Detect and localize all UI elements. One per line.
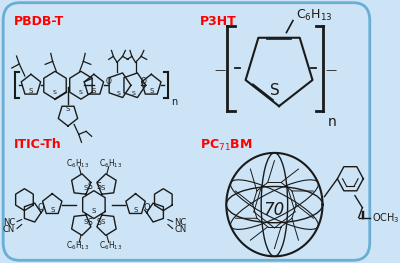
Text: S: S xyxy=(149,88,154,94)
Text: CN: CN xyxy=(174,225,187,234)
Text: CN: CN xyxy=(3,225,15,234)
Text: S: S xyxy=(29,88,33,94)
Text: S: S xyxy=(100,219,104,225)
Text: O: O xyxy=(106,77,112,86)
Text: P3HT: P3HT xyxy=(200,15,237,28)
Text: C$_6$H$_{13}$: C$_6$H$_{13}$ xyxy=(66,239,89,252)
Text: NC: NC xyxy=(174,218,187,227)
Text: ITIC-Th: ITIC-Th xyxy=(14,138,62,151)
Text: —: — xyxy=(214,65,225,75)
Text: n: n xyxy=(171,97,177,107)
Text: S: S xyxy=(88,218,92,227)
Text: C$_6$H$_{13}$: C$_6$H$_{13}$ xyxy=(99,157,122,170)
Text: S: S xyxy=(270,83,280,98)
Text: C$_6$H$_{13}$: C$_6$H$_{13}$ xyxy=(296,7,332,23)
Text: S: S xyxy=(83,185,88,191)
FancyBboxPatch shape xyxy=(3,3,370,260)
Text: S: S xyxy=(133,207,138,213)
Text: NC: NC xyxy=(3,218,15,227)
Text: S: S xyxy=(96,218,101,227)
Text: S: S xyxy=(117,90,121,95)
Text: C$_6$H$_{13}$: C$_6$H$_{13}$ xyxy=(99,239,122,252)
Text: O: O xyxy=(38,203,44,212)
Text: 70: 70 xyxy=(264,201,285,219)
Text: S: S xyxy=(100,185,104,191)
Text: S: S xyxy=(53,90,57,95)
Text: S: S xyxy=(132,90,136,95)
Text: S: S xyxy=(96,182,101,191)
Text: S: S xyxy=(88,182,92,191)
Text: O: O xyxy=(143,203,150,212)
Text: PBDB-T: PBDB-T xyxy=(14,15,64,28)
Text: O: O xyxy=(141,77,147,86)
Text: S: S xyxy=(79,90,83,95)
Text: PC$_{71}$BM: PC$_{71}$BM xyxy=(200,138,253,153)
Text: S: S xyxy=(50,207,54,213)
Text: S: S xyxy=(66,106,70,112)
Text: OCH$_3$: OCH$_3$ xyxy=(372,212,399,225)
Text: S: S xyxy=(92,208,96,214)
Text: S: S xyxy=(83,219,88,225)
Text: S: S xyxy=(92,88,96,94)
Text: n: n xyxy=(328,115,337,129)
Text: C$_6$H$_{13}$: C$_6$H$_{13}$ xyxy=(66,157,89,170)
Text: —: — xyxy=(325,65,336,75)
